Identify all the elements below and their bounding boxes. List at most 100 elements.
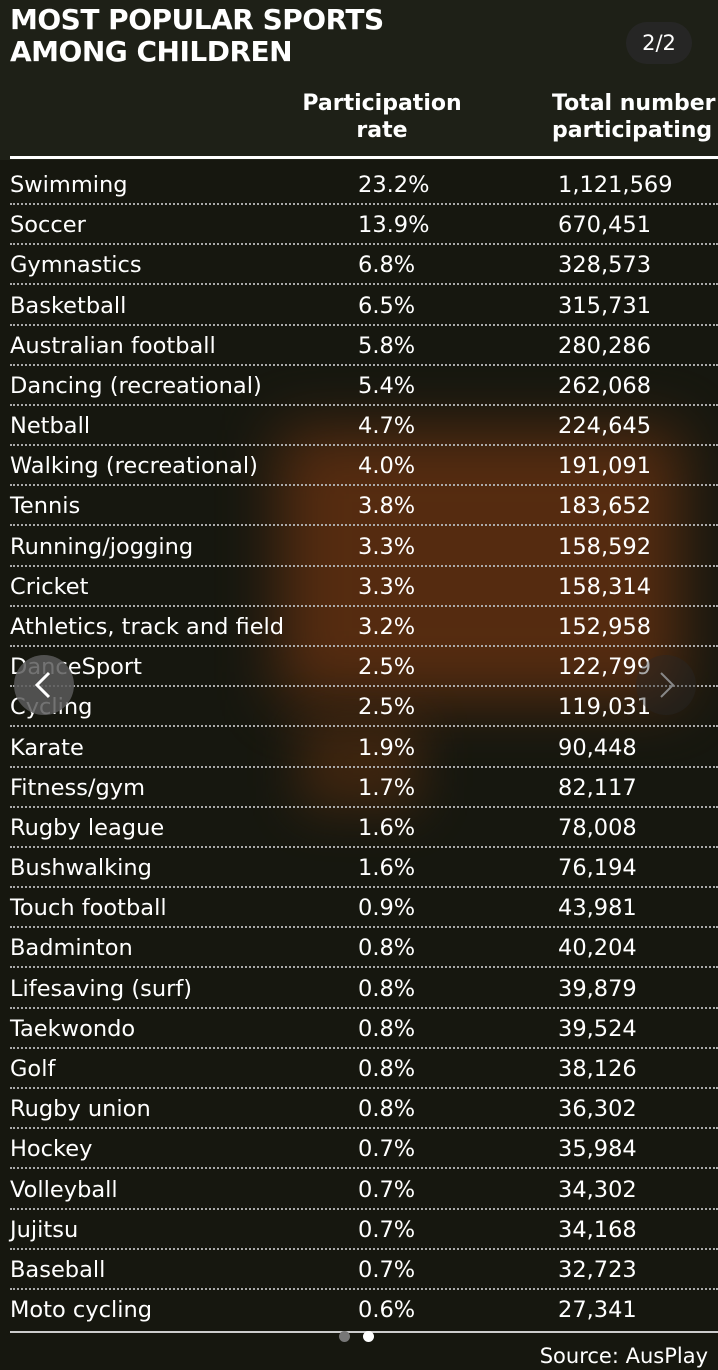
sport-name: Hockey xyxy=(10,1136,93,1163)
total-participating: 224,645 xyxy=(558,413,652,440)
title-line: AMONG CHILDREN xyxy=(10,35,293,68)
total-participating: 82,117 xyxy=(558,774,637,801)
participation-rate: 3.2% xyxy=(358,613,416,640)
total-participating: 40,204 xyxy=(558,935,637,962)
sport-name: Dancing (recreational) xyxy=(10,372,262,399)
background xyxy=(0,0,718,160)
participation-rate: 1.9% xyxy=(358,734,416,761)
image-counter: 2/2 xyxy=(626,22,692,64)
background xyxy=(300,720,420,810)
participation-rate: 0.7% xyxy=(358,1216,416,1243)
participation-rate: 23.2% xyxy=(358,172,430,198)
row-divider xyxy=(10,845,718,848)
header-line: rate xyxy=(356,118,408,143)
row-divider xyxy=(10,203,718,205)
total-participating: 78,008 xyxy=(558,814,637,841)
row-divider xyxy=(10,926,718,929)
participation-rate: 5.8% xyxy=(358,332,416,359)
total-participating: 43,981 xyxy=(558,895,637,922)
total-participating: 191,091 xyxy=(558,453,652,480)
source: Source: AusPlay xyxy=(539,1344,708,1368)
sport-name: Running/jogging xyxy=(10,533,194,560)
participation-rate: 0.9% xyxy=(358,895,416,922)
sport-name: Walking (recreational) xyxy=(10,453,258,480)
title-line: MOST POPULAR SPORTS xyxy=(10,3,384,36)
participation-rate: 1.6% xyxy=(358,814,416,841)
participation-rate: 0.8% xyxy=(358,1015,416,1042)
row-divider xyxy=(10,966,718,969)
total-participating: 670,451 xyxy=(558,212,652,239)
participation-rate: 0.6% xyxy=(358,1297,416,1324)
header-line: Participation xyxy=(302,91,462,116)
sport-name: Soccer xyxy=(10,212,86,239)
column-header: Participation rate xyxy=(302,90,462,144)
row-divider xyxy=(10,243,718,246)
sport-name: Golf xyxy=(10,1055,56,1082)
participation-rate: 3.3% xyxy=(358,573,416,600)
sport-name: Gymnastics xyxy=(10,252,142,279)
participation-rate: 0.7% xyxy=(358,1176,416,1203)
next-icon xyxy=(660,672,675,698)
participation-rate: 1.6% xyxy=(358,855,416,882)
row-divider xyxy=(10,604,718,607)
row-divider xyxy=(10,323,718,326)
sport-name: Rugby league xyxy=(10,814,165,841)
sport-name: Swimming xyxy=(10,172,128,198)
sport-name: Lifesaving (surf) xyxy=(10,975,193,1002)
sport-name: Tennis xyxy=(10,493,81,520)
total-participating: 158,592 xyxy=(558,533,652,560)
row-divider xyxy=(10,564,718,567)
row-divider xyxy=(10,363,718,366)
total-participating: 32,723 xyxy=(558,1256,637,1283)
sport-name: Cricket xyxy=(10,573,89,600)
row-divider xyxy=(10,886,718,889)
row-divider xyxy=(10,644,718,647)
sport-name: Australian football xyxy=(10,332,216,359)
total-participating: 119,031 xyxy=(558,694,652,721)
row-divider xyxy=(10,1127,718,1130)
row-divider xyxy=(10,805,718,808)
total-participating: 38,126 xyxy=(558,1055,637,1082)
row-divider xyxy=(10,283,718,286)
participation-rate: 0.8% xyxy=(358,1096,416,1123)
row-divider xyxy=(10,444,718,447)
row-divider xyxy=(10,1167,718,1170)
total-participating: 39,524 xyxy=(558,1015,637,1042)
sport-name: Bushwalking xyxy=(10,855,152,882)
sport-name: Basketball xyxy=(10,292,127,319)
title: MOST POPULAR SPORTS AMONG CHILDREN xyxy=(10,4,384,68)
sport-name: Rugby union xyxy=(10,1096,151,1123)
participation-rate: 13.9% xyxy=(358,212,430,239)
participation-rate: 4.7% xyxy=(358,413,416,440)
total-participating: 152,958 xyxy=(558,613,652,640)
total-participating: 280,286 xyxy=(558,332,652,359)
participation-rate: 2.5% xyxy=(358,694,416,721)
row-divider xyxy=(10,1086,718,1089)
header-line: Total number xyxy=(552,91,716,116)
page-dot[interactable] xyxy=(339,1331,350,1342)
sport-name: Badminton xyxy=(10,935,133,962)
participation-rate: 3.3% xyxy=(358,533,416,560)
total-participating: 315,731 xyxy=(558,292,652,319)
participation-rate: 0.7% xyxy=(358,1136,416,1163)
total-participating: 34,168 xyxy=(558,1216,637,1243)
row-divider xyxy=(10,484,718,487)
total-participating: 39,879 xyxy=(558,975,637,1002)
sport-name: Karate xyxy=(10,734,84,761)
sport-name: Fitness/gym xyxy=(10,774,146,801)
participation-rate: 2.5% xyxy=(358,654,416,681)
row-divider xyxy=(10,524,718,527)
sport-name: Jujitsu xyxy=(10,1216,79,1243)
participation-rate: 3.8% xyxy=(358,493,416,520)
participation-rate: 6.5% xyxy=(358,292,416,319)
next-button[interactable] xyxy=(636,655,696,715)
sport-name: Touch football xyxy=(10,895,167,922)
participation-rate: 6.8% xyxy=(358,252,416,279)
total-participating: 262,068 xyxy=(558,372,652,399)
row-divider xyxy=(10,725,718,728)
total-participating: 36,302 xyxy=(558,1096,637,1123)
page-dot[interactable] xyxy=(363,1331,374,1342)
prev-button[interactable] xyxy=(14,655,74,715)
total-participating: 34,302 xyxy=(558,1176,637,1203)
